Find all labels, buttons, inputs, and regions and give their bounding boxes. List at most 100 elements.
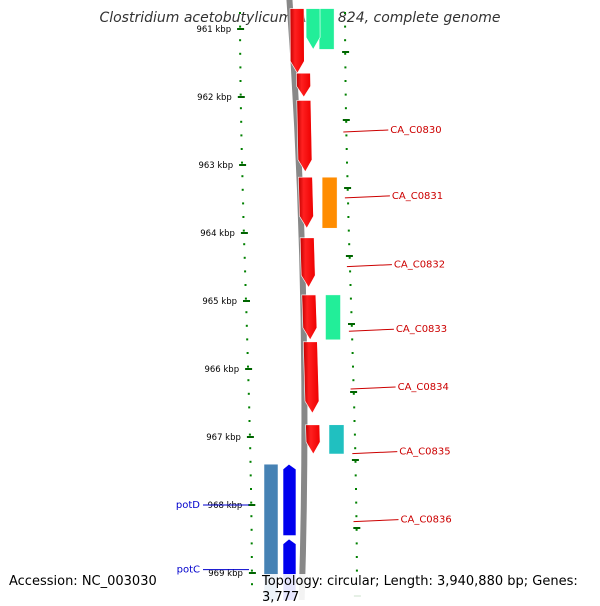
tick-dot-outer-39 — [355, 542, 358, 545]
gene-label-CA_C0831: CA_C0831 — [392, 191, 443, 202]
tick-dot-outer-31 — [353, 433, 356, 436]
genome-summary-text: Topology: circular; Length: 3,940,880 bp… — [262, 574, 600, 606]
rna-feature-bar-0 — [263, 463, 279, 600]
tick-ring-outer — [344, 12, 358, 586]
tick-dot-outer-23 — [350, 324, 353, 327]
tick-label-3: 964 kbp — [200, 229, 235, 239]
accession-text: Accession: NC_003030 — [9, 574, 157, 590]
gene-leader-CA_C0830 — [343, 129, 389, 133]
gene-arrow-CA_C0830 — [296, 72, 311, 98]
cog-feature-1 — [321, 176, 338, 229]
cog-feature-3 — [328, 424, 345, 455]
tick-dot-inner-22 — [245, 311, 248, 314]
tick-dot-inner-10 — [240, 148, 243, 150]
tick-dot-outer-21 — [349, 297, 352, 300]
gene-leader-CA_C0836 — [353, 519, 399, 523]
tick-label-6: 967 kbp — [206, 433, 241, 443]
tick-mark-inner-2 — [239, 164, 247, 166]
tick-mark-inner-4 — [243, 300, 250, 302]
tick-mark-outer-0 — [342, 51, 350, 53]
tick-dot-outer-19 — [349, 270, 352, 273]
tick-dot-outer-32 — [354, 447, 357, 450]
tick-mark-outer-2 — [344, 187, 352, 189]
tick-label-5: 966 kbp — [204, 365, 239, 375]
tick-dot-outer-13 — [346, 188, 349, 191]
tick-label-1: 962 kbp — [197, 93, 232, 103]
gene-labels: CA_C0830 CA_C0831 CA_C0832 CA_C0833 CA_C0834… — [176, 125, 452, 576]
tick-dot-outer-12 — [346, 175, 349, 178]
tick-dot-outer-2 — [344, 39, 347, 42]
tick-dot-inner-34 — [249, 474, 252, 477]
tick-dot-outer-20 — [349, 284, 352, 286]
tick-dot-outer-6 — [344, 93, 347, 96]
tick-dot-inner-13 — [241, 188, 244, 191]
tick-mark-inner-7 — [248, 504, 256, 506]
tick-dot-inner-0 — [239, 12, 241, 14]
tick-dot-inner-39 — [250, 542, 253, 545]
tick-dot-outer-7 — [344, 107, 347, 110]
tick-dot-inner-7 — [239, 107, 242, 110]
tick-dot-inner-20 — [244, 284, 247, 286]
tick-mark-inner-3 — [240, 232, 248, 234]
gene-leader-CA_C0835 — [352, 451, 398, 455]
tick-dot-inner-6 — [239, 93, 242, 96]
tick-dot-inner-18 — [243, 256, 246, 259]
tick-dot-inner-17 — [243, 243, 246, 246]
tick-dot-outer-1 — [344, 25, 347, 28]
tick-dot-inner-5 — [239, 80, 242, 82]
tick-dot-outer-34 — [354, 474, 357, 477]
gene-arrows — [289, 8, 321, 455]
tick-dot-inner-31 — [248, 433, 251, 436]
tick-dot-inner-27 — [247, 379, 250, 382]
tick-dot-outer-16 — [347, 229, 350, 232]
tick-dot-outer-40 — [355, 556, 358, 558]
tick-mark-outer-7 — [353, 527, 361, 529]
tick-dot-outer-30 — [353, 420, 356, 422]
tick-dot-outer-25 — [351, 352, 354, 354]
tick-dot-inner-33 — [249, 460, 252, 463]
tick-label-8: 969 kbp — [208, 569, 243, 579]
tick-ring-inner — [239, 12, 253, 586]
tick-dot-inner-23 — [245, 324, 248, 327]
tick-dot-inner-41 — [250, 569, 253, 572]
tick-dot-inner-16 — [242, 229, 245, 232]
tick-dot-outer-41 — [355, 569, 358, 572]
tick-dot-outer-10 — [345, 148, 348, 150]
tick-dot-outer-4 — [344, 66, 347, 69]
tick-dot-outer-15 — [347, 216, 350, 218]
tick-dot-outer-24 — [351, 338, 354, 341]
tick-dot-inner-36 — [250, 501, 253, 504]
tick-label-0: 961 kbp — [196, 25, 231, 35]
tick-dot-inner-30 — [248, 420, 251, 422]
gene-arrow-CA_C0836 — [305, 424, 321, 455]
tick-dot-inner-37 — [250, 515, 253, 518]
tick-label-2: 963 kbp — [198, 161, 233, 171]
tick-mark-inner-8 — [248, 572, 256, 574]
tick-dot-inner-42 — [251, 583, 253, 586]
tick-dot-outer-17 — [348, 243, 351, 246]
tick-dot-outer-36 — [355, 501, 358, 504]
gene-arrow-CA_C0834 — [301, 294, 318, 341]
tick-dot-inner-38 — [250, 528, 253, 531]
tick-dot-inner-40 — [250, 556, 253, 558]
rna-gene-arrow-potD — [282, 463, 297, 536]
tick-dot-outer-28 — [352, 392, 355, 395]
tick-mark-outer-3 — [345, 255, 353, 257]
gene-arrow-CA_C0831 — [296, 100, 313, 173]
tick-mark-inner-5 — [245, 368, 253, 370]
gene-label-CA_C0836: CA_C0836 — [401, 515, 452, 526]
tick-label-4: 965 kbp — [202, 297, 237, 307]
tick-mark-outer-1 — [342, 119, 350, 121]
tick-dot-inner-8 — [240, 120, 243, 123]
rna-feature-bars — [263, 463, 279, 600]
gene-leader-CA_C0832 — [346, 264, 392, 268]
gene-leader-CA_C0831 — [344, 195, 390, 199]
tick-dot-outer-26 — [352, 365, 354, 368]
gene-label-CA_C0830: CA_C0830 — [390, 125, 441, 136]
tick-dot-inner-15 — [242, 216, 245, 218]
tick-label-7: 968 kbp — [208, 501, 243, 511]
gene-leader-CA_C0833 — [348, 328, 394, 332]
rna-label-potD: potD — [176, 500, 200, 511]
tick-dot-outer-35 — [355, 488, 357, 490]
